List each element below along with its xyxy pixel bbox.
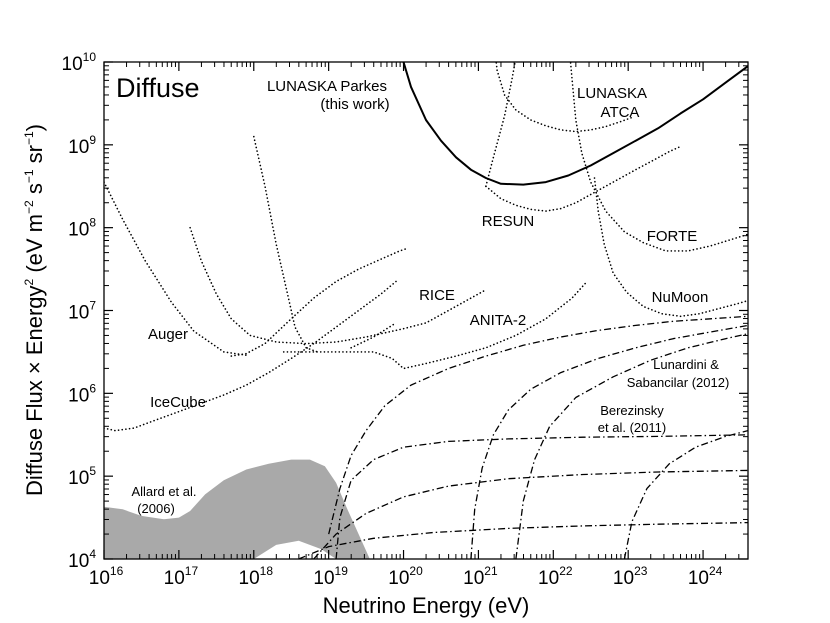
x-tick-label: 1024 xyxy=(688,564,723,589)
series-layer xyxy=(104,62,748,559)
series-auger-steep xyxy=(104,181,248,356)
x-tick-label: 1022 xyxy=(538,564,573,589)
plot-frame xyxy=(103,61,749,560)
y-tick-label: 106 xyxy=(68,381,96,406)
label-numoon: NuMoon xyxy=(652,289,709,306)
series-berezinsky xyxy=(335,434,748,559)
tick-layer: 1016 1017 1018 1019 1020 1021 1022 1023 1024 104 1… xyxy=(62,50,748,589)
y-axis-title-sup-a: 2 xyxy=(22,278,36,285)
label-lunaska-parkes-2: (this work) xyxy=(320,96,389,113)
x-tick-label: 1018 xyxy=(239,564,274,589)
label-berezinsky-1: Berezinsky xyxy=(600,403,664,418)
band-allard-2006 xyxy=(104,459,370,559)
x-tick-label: 1023 xyxy=(613,564,648,589)
y-tick-label: 105 xyxy=(68,464,96,489)
label-icecube: IceCube xyxy=(150,394,206,411)
series-numoon xyxy=(593,177,748,318)
series-lunaska-parkes xyxy=(402,62,748,186)
series-forte xyxy=(569,62,748,252)
label-rice: RICE xyxy=(419,287,455,304)
series-labels: LUNASKA Parkes (this work) LUNASKA ATCA … xyxy=(131,78,729,516)
y-axis-title-sup-b: −2 xyxy=(22,200,36,214)
series-lunardini-sabancilar xyxy=(328,315,748,535)
allard-band-layer xyxy=(104,459,370,559)
series-rice xyxy=(189,226,487,345)
label-lunaska-parkes-1: LUNASKA Parkes xyxy=(267,78,387,95)
y-axis-title-sup-c: −1 xyxy=(22,169,36,183)
label-lunaska-atca-1: LUNASKA xyxy=(577,85,647,102)
y-axis-title-part-e: ) xyxy=(22,124,47,131)
series-berezinsky-3 xyxy=(298,521,748,559)
x-tick-label: 1020 xyxy=(388,564,423,589)
y-tick-label: 107 xyxy=(68,299,96,324)
series-berezinsky-2 xyxy=(313,469,748,559)
x-tick-label: 1016 xyxy=(89,564,124,589)
series-lunaska-atca xyxy=(495,62,633,133)
x-tick-label: 1019 xyxy=(313,564,348,589)
label-lunardini-1: Lunardini & xyxy=(653,357,719,372)
series-resun xyxy=(485,145,682,212)
label-berezinsky-2: et al. (2011) xyxy=(598,420,666,435)
y-axis-title-part-c: s xyxy=(22,183,47,200)
y-axis-title: Diffuse Flux × Energy2 (eV m−2 s−1 sr−1) xyxy=(22,124,47,496)
y-tick-label: 109 xyxy=(68,133,96,158)
series-resun-steep xyxy=(485,62,516,188)
series-anita-2 xyxy=(282,280,588,370)
x-axis-title: Neutrino Energy (eV) xyxy=(323,593,530,618)
panel-title: Diffuse xyxy=(116,73,200,103)
y-axis-title-part-d: sr xyxy=(22,145,47,169)
y-axis-title-sup-d: −1 xyxy=(22,131,36,145)
y-tick-label: 1010 xyxy=(62,50,97,75)
y-axis-title-part-a: Diffuse Flux × Energy xyxy=(22,285,47,496)
x-tick-label: 1021 xyxy=(463,564,498,589)
series-lunardini-3 xyxy=(515,333,748,559)
series-icecube xyxy=(104,280,397,432)
label-allard-2: (2006) xyxy=(137,501,175,516)
series-berezinsky-4 xyxy=(623,429,748,559)
y-axis-title-part-b: (eV m xyxy=(22,214,47,279)
series-anita-2-steep xyxy=(253,135,319,353)
label-lunardini-2: Sabancilar (2012) xyxy=(627,375,730,390)
label-allard-1: Allard et al. xyxy=(131,484,196,499)
label-anita-2: ANITA-2 xyxy=(470,312,526,329)
label-resun: RESUN xyxy=(482,213,535,230)
label-lunaska-atca-2: ATCA xyxy=(601,104,640,121)
series-auger-short xyxy=(350,322,397,349)
series-auger xyxy=(230,247,409,357)
x-tick-label: 1017 xyxy=(164,564,199,589)
y-tick-label: 104 xyxy=(68,547,96,572)
y-tick-label: 108 xyxy=(68,216,96,241)
label-forte: FORTE xyxy=(647,228,698,245)
series-lunardini-2 xyxy=(470,324,748,559)
label-auger: Auger xyxy=(148,326,188,343)
